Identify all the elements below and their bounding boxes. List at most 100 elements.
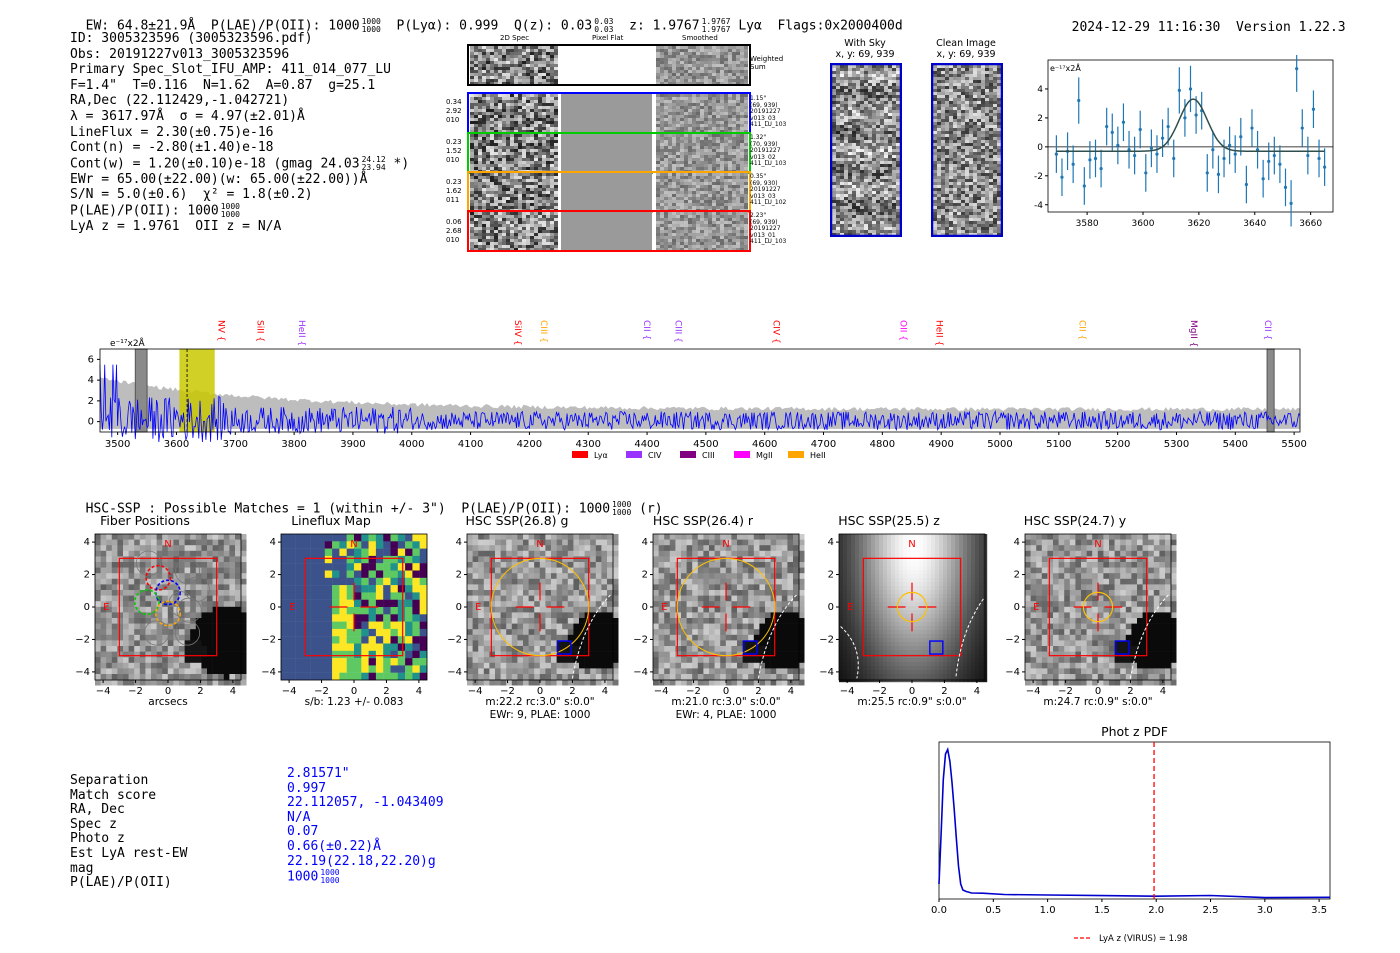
data-point: [1261, 177, 1265, 181]
y-tick-label: 0: [456, 602, 462, 613]
with-sky-title: With Sky x, y: 69, 939: [835, 38, 895, 60]
line-marker-label: OII {: [898, 320, 908, 341]
detection-info: ID: 3005323596 (3005323596.pdf) Obs: 201…: [70, 31, 409, 235]
data-point: [1071, 162, 1075, 166]
image-frame: [931, 63, 1003, 237]
x-tick-label: −2: [686, 686, 701, 697]
x-tick-label: −2: [872, 686, 887, 697]
cutout-caption: arcsecs: [148, 696, 188, 708]
clean-image-title: Clean Image x, y: 69, 939: [936, 38, 996, 60]
data-point: [1306, 153, 1310, 158]
data-point: [1295, 67, 1299, 71]
data-point: [1077, 98, 1081, 103]
y-tick-label: 4: [88, 375, 94, 386]
y-tick-label: 0: [1037, 143, 1043, 153]
data-point: [1172, 156, 1176, 161]
data-point: [1211, 148, 1215, 152]
y-tick-label: 2: [1037, 114, 1043, 124]
aperture-box: [862, 557, 962, 657]
data-point: [1133, 153, 1137, 158]
cutout-caption: s/b: 1.23 +/- 0.083: [304, 696, 404, 708]
x-tick-label: 3.0: [1257, 905, 1273, 916]
cutout-caption: m:24.7 rc:0.9" s:0.0": [1043, 696, 1153, 708]
fiber-circle: [144, 620, 170, 646]
fiber-circle-highlight: [145, 564, 172, 591]
x-tick-label: 3800: [281, 439, 306, 450]
data-point: [1250, 126, 1254, 130]
y-tick-label: −2: [819, 634, 834, 645]
row0-left: 0.34 2.92 010: [446, 98, 462, 124]
x-tick-label: 4800: [870, 439, 895, 450]
x-tick-label: 2.0: [1148, 905, 1164, 916]
info-fiber: F=1.4" T=0.116 N=1.62 A=0.87 g=25.1: [70, 77, 376, 93]
pixel-flat-block: [560, 212, 652, 250]
data-point: [1300, 126, 1304, 130]
data-point: [1060, 175, 1064, 179]
data-point: [1283, 185, 1288, 189]
cutout-caption: m:25.5 rc:0.9" s:0.0": [857, 696, 967, 708]
pixel-flat-block: [560, 94, 652, 132]
header-bar: EW: 64.8±21.9Å P(LAE)/P(OII): 1000 1000 10…: [70, 3, 903, 34]
info-radec: RA,Dec (22.112429,-1.042721): [70, 93, 290, 109]
east-label: E: [847, 602, 853, 613]
match-label: P(LAE)/P(OII): [70, 875, 172, 891]
y-tick-label: −2: [75, 634, 90, 645]
cutout-image: N E −4 −4 −2 −2 0 0 2 2 4 4: [261, 533, 428, 697]
legend-label: MgII: [756, 451, 773, 460]
x-tick-label: 3.5: [1311, 905, 1327, 916]
legend-label: Lyα: [594, 451, 608, 460]
match-values: 2.81571" 0.997 22.112057, -1.043409 N/A …: [287, 766, 444, 885]
contw-frac: 24.12 23.94: [361, 154, 386, 172]
row2-left: 0.23 1.62 011: [446, 178, 462, 204]
north-label: N: [164, 539, 171, 550]
cutout-panel: HSC SSP(24.7) y N E −4 −4 −2 −2 0 0 2 2 4 4 m:24.7 rc…: [1000, 510, 1180, 725]
x-tick-label: 0: [165, 686, 171, 697]
x-tick-label: −4: [282, 686, 297, 697]
header-plae-frac: 1000 1000: [361, 17, 381, 34]
data-point: [1088, 158, 1092, 162]
cutout-panel: HSC SSP(26.4) r N E −4 −4 −2 −2 0 0 2 2 4 4 m:21.0 rc…: [628, 510, 808, 725]
x-tick-label: 4200: [517, 439, 542, 450]
match-value: 22.19(22.18,22.20)g: [287, 853, 436, 869]
header-z-frac: 1.9767 1.9767: [701, 17, 731, 34]
info-obs: Obs: 20191227v013_3005323596: [70, 46, 290, 62]
x-tick-label: 0.5: [985, 905, 1001, 916]
spectrum-line: [99, 364, 1301, 443]
y-tick-label: 4: [1014, 537, 1020, 548]
x-tick-label: 4900: [928, 439, 953, 450]
header-z: z: 1.9767: [629, 18, 700, 34]
y-tick-label: 0: [828, 602, 834, 613]
y-tick-label: 4: [828, 537, 834, 548]
x-tick-label: −4: [468, 686, 483, 697]
cutout-title: HSC SSP(26.8) g: [465, 513, 569, 528]
match-label: RA, Dec: [70, 802, 125, 818]
y-axis-label: e⁻¹⁷x2Å: [1050, 62, 1081, 73]
match-radius: [896, 591, 928, 623]
counterpart-marker: [1115, 640, 1130, 655]
cutout-panel: HSC SSP(26.8) g N E −4 −4 −2 −2 0 0 2 2 4 4 m:22.2 rc…: [442, 510, 622, 725]
line-marker-label: SiIV {: [512, 320, 522, 346]
info-lineflux: LineFlux = 2.30(±0.75)e-16: [70, 124, 274, 140]
match-labels: Separation Match score RA, Dec Spec z Ph…: [70, 773, 187, 891]
y-tick-label: -4: [1034, 201, 1043, 211]
info-plae-frac: 1000 1000: [220, 202, 240, 220]
line-marker-label: HeII {: [296, 320, 306, 346]
x-tick-label: −4: [654, 686, 669, 697]
galaxy-ellipse: [571, 593, 612, 679]
cutout-panel: Fiber Positions N E −4 −4 −2 −2 0 0 2 2 4 4 arcsecs: [70, 510, 250, 725]
counterpart-marker: [557, 640, 572, 655]
east-label: E: [475, 602, 481, 613]
x-tick-label: 0: [1095, 686, 1101, 697]
y-tick-label: 2: [84, 570, 90, 581]
x-tick-label: 0: [723, 686, 729, 697]
line-marker-label: CII {: [641, 320, 651, 340]
x-tick-label: 5100: [1046, 439, 1071, 450]
match-value: 0.997: [287, 780, 327, 796]
y-tick-label: 0: [88, 417, 94, 428]
x-tick-label: 2: [569, 686, 575, 697]
y-axis-label: e⁻¹⁷x2Å: [110, 337, 146, 349]
y-tick-label: −4: [819, 667, 834, 678]
data-point: [1278, 162, 1282, 166]
counterpart-marker: [743, 640, 758, 655]
cutout-title: Fiber Positions: [100, 513, 190, 528]
